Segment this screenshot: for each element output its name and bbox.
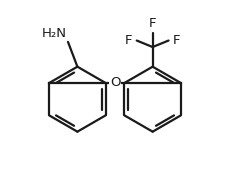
Text: O: O xyxy=(110,76,120,89)
Text: F: F xyxy=(125,34,132,47)
Text: F: F xyxy=(173,34,181,47)
Text: H₂N: H₂N xyxy=(42,27,67,40)
Text: F: F xyxy=(149,17,156,30)
